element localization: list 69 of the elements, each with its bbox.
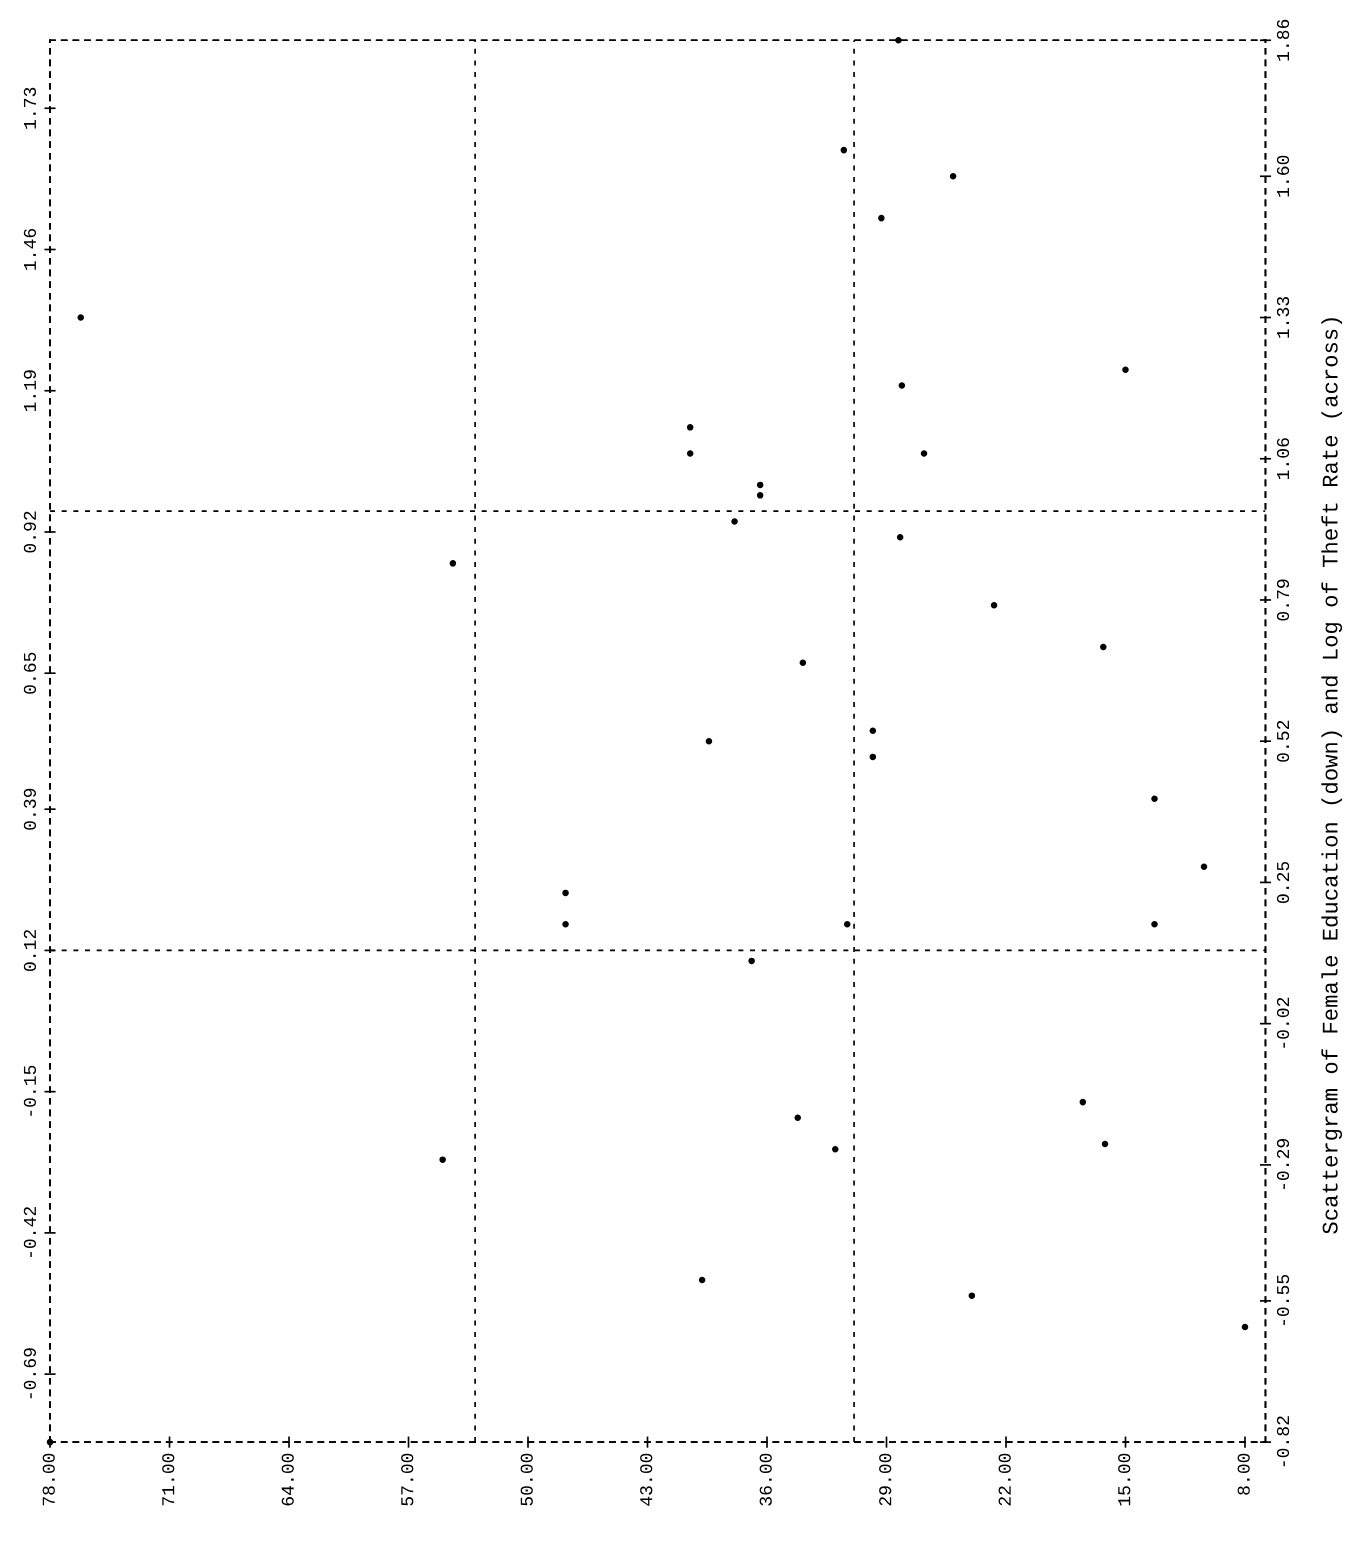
y2-tick-label: -0.02 — [1276, 997, 1290, 1048]
point — [990, 601, 998, 609]
y-tick-label: 0.12 — [23, 930, 37, 971]
point — [1122, 366, 1129, 374]
x-tick-label: 8.00 — [1237, 1453, 1250, 1495]
x-tick-label: 57.00 — [401, 1453, 414, 1506]
point — [869, 727, 877, 734]
y2-tick-label: -0.82 — [1276, 1416, 1290, 1467]
x-tick-label: 78.00 — [42, 1453, 55, 1506]
point — [686, 424, 694, 431]
y2-tick-label: 1.33 — [1276, 296, 1290, 338]
point — [840, 146, 848, 154]
y2-tick-label: -0.29 — [1276, 1139, 1290, 1190]
point — [698, 1276, 706, 1284]
point — [895, 37, 902, 44]
y2-tick-label: -0.55 — [1276, 1274, 1290, 1326]
y-tick-label: 1.73 — [23, 87, 37, 129]
y2-tick-label: 1.06 — [1276, 438, 1290, 480]
y2-tick-label: 0.79 — [1276, 579, 1290, 621]
x-tick-label: 64.00 — [281, 1453, 294, 1506]
point — [77, 314, 85, 321]
point — [1151, 795, 1158, 802]
point — [968, 1292, 976, 1299]
point — [705, 737, 713, 745]
y2-tick-label: 0.25 — [1276, 861, 1290, 903]
x-tick-label: 43.00 — [640, 1453, 653, 1506]
y-tick-label: -0.69 — [23, 1348, 37, 1399]
point — [898, 382, 906, 389]
point — [449, 560, 457, 567]
point — [439, 1156, 446, 1163]
y2-tick-label: 1.86 — [1276, 19, 1290, 61]
x-tick-label: 22.00 — [998, 1453, 1011, 1506]
point — [794, 1114, 801, 1122]
point — [1200, 863, 1208, 870]
point — [832, 1145, 839, 1153]
y-tick-label: -0.42 — [23, 1207, 37, 1258]
point — [756, 492, 764, 499]
text: Scattergram of Female Education (down) and Log of Theft Rate (across) — [1321, 318, 1343, 1234]
point — [1079, 1098, 1087, 1106]
x-tick-label: 50.00 — [520, 1453, 533, 1506]
y2-tick-label: 1.60 — [1276, 155, 1290, 197]
y-tick-label: -0.15 — [23, 1065, 37, 1116]
point — [949, 173, 957, 180]
point — [562, 921, 569, 928]
y-tick-label: 0.92 — [23, 511, 37, 553]
point — [562, 889, 569, 897]
y-tick-label: 0.39 — [23, 788, 37, 830]
point — [748, 957, 755, 965]
y-tick-label: 0.65 — [23, 652, 37, 694]
x-tick-label: 29.00 — [879, 1453, 892, 1506]
x-tick-label: 15.00 — [1118, 1453, 1131, 1506]
y-tick-label: 1.46 — [23, 229, 37, 270]
point — [843, 921, 851, 928]
point — [731, 518, 738, 525]
point — [1101, 1140, 1109, 1148]
point — [1241, 1323, 1249, 1331]
point — [756, 481, 764, 489]
x-tick-label: 36.00 — [759, 1453, 772, 1506]
point — [1100, 643, 1107, 651]
point — [1151, 921, 1158, 928]
point — [878, 214, 885, 222]
y-tick-label: 1.19 — [23, 370, 37, 412]
x-tick-label: 71.00 — [162, 1453, 175, 1506]
point — [799, 659, 807, 666]
point — [686, 450, 694, 457]
point — [920, 450, 928, 457]
point — [869, 753, 877, 761]
point — [896, 533, 904, 541]
y2-tick-label: 0.52 — [1276, 720, 1290, 762]
